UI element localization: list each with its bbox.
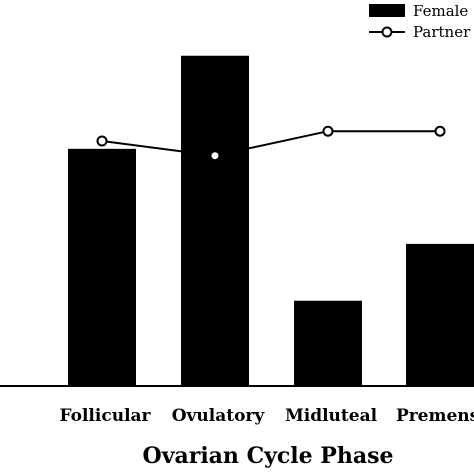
bar-follicular [68, 148, 136, 386]
tick-label-ovulatory: Ovulatory [172, 406, 266, 426]
bars-group [68, 55, 474, 387]
partner-series-group [96, 125, 446, 162]
legend-partner-marker [381, 26, 393, 38]
partner-line [101, 130, 440, 157]
tick-label-midluteal: Midluteal [285, 406, 378, 426]
legend-female-label: Female [413, 2, 468, 20]
legend-female-swatch [369, 4, 405, 17]
bar-premenstr [406, 243, 474, 386]
bar-midluteal [294, 300, 362, 386]
bar-ovulatory [181, 55, 249, 387]
partner-point-midluteal [322, 125, 334, 137]
tick-labels-group: Follicular Ovulatory Midluteal Premenstr [60, 406, 474, 426]
partner-point-follicular [96, 135, 108, 147]
legend: Female Partner [369, 2, 471, 41]
partner-point-ovulatory [209, 150, 221, 162]
tick-label-premenstr: Premenstr [396, 406, 474, 426]
x-axis-title: Ovarian Cycle Phase [143, 443, 394, 469]
tick-label-follicular: Follicular [60, 406, 152, 426]
legend-partner-label: Partner [413, 23, 471, 41]
partner-point-premenstr [434, 125, 446, 137]
